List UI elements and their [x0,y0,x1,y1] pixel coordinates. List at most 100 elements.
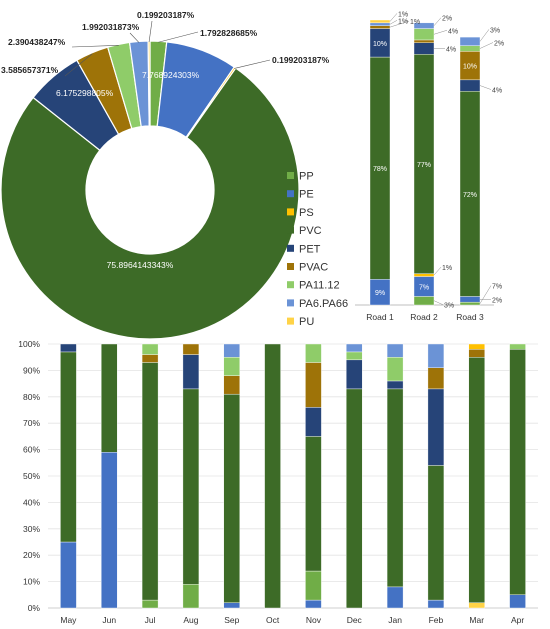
road-data-label-1-pa6-pa66: 2% [442,16,452,23]
road-label-leader-2-pp [479,285,492,304]
monthly-bar-dec-pa11-12 [346,351,363,361]
monthly-bar-jan-pe [386,586,404,609]
road-data-label-1-pa11-12: 4% [448,28,458,35]
road-x-tick-road-3: Road 3 [456,312,484,322]
donut-label-pa6-pa66: 1.992031873% [82,22,140,32]
road-bar-road-3-pa6-pa66 [459,36,481,46]
monthly-y-tick-0: 0% [28,603,41,613]
donut-label-pu: 0.199203187% [137,10,195,20]
monthly-bar-jan-pa11-12 [386,357,404,382]
monthly-bar-nov-pa11-12 [305,343,322,363]
legend-swatch-pvc [287,226,294,234]
monthly-bar-dec-pa6-pa66 [346,343,363,353]
monthly-bar-feb-pa6-pa66 [427,343,445,368]
monthly-bar-aug-pet [182,354,200,390]
monthly-y-tick-2: 20% [23,550,40,560]
monthly-bar-nov-pvc [305,436,322,572]
road-label-leader-2-pet [479,85,492,90]
monthly-bar-apr-pvc [509,349,526,596]
monthly-bar-nov-pe [305,599,322,609]
monthly-bar-may-pet [60,343,77,353]
road-data-label-1-pvc: 77% [417,162,431,169]
road-data-label-2-pet: 4% [492,88,502,95]
monthly-bar-oct-pvc [264,343,281,609]
monthly-bar-aug-pp [182,584,200,609]
monthly-bar-jul-pvac [141,354,159,363]
monthly-x-tick-jan: Jan [388,615,402,625]
monthly-bar-jun-pvc [101,343,118,453]
monthly-bar-jul-pp [141,599,159,609]
road-data-label-2-pe: 2% [492,297,502,304]
monthly-bar-nov-pp [305,570,322,601]
monthly-bar-aug-pvac [182,343,200,355]
leader-line-pu [148,20,153,43]
donut-label-pe: 7.768924303% [142,70,200,80]
legend-label-pu: PU [299,316,314,328]
legend-swatch-pvac [287,263,294,270]
monthly-bar-nov-pvac [305,362,322,408]
road-data-label-2-pa11-12: 2% [494,41,504,48]
monthly-bar-mar-pu [468,602,485,609]
road-bar-road-3-pe [459,296,481,303]
monthly-bar-sep-pvc [223,393,240,603]
monthly-bar-aug-pvc [182,388,200,585]
monthly-bar-may-pvc [60,351,77,543]
monthly-y-tick-3: 30% [23,524,40,534]
monthly-y-tick-1: 10% [23,577,40,587]
monthly-bar-mar-pvc [468,357,485,603]
road-data-label-0-pvc: 78% [373,166,387,173]
monthly-bar-feb-pvac [427,367,445,390]
monthly-bar-sep-pa11-12 [223,357,240,376]
legend-swatch-pu [287,317,294,325]
leader-line-pp [158,31,199,43]
monthly-bar-sep-pe [223,602,240,609]
road-label-leader-0-pvac [389,20,410,28]
monthly-y-tick-4: 40% [23,497,40,507]
road-x-tick-road-1: Road 1 [366,312,394,322]
donut-slice-pvc [0,67,300,340]
monthly-bar-dec-pvc [346,388,363,609]
road-bar-road-1-pvac [369,25,391,29]
donut-chart [0,40,300,340]
road-label-leader-0-pu [389,13,398,22]
leader-line-pa6-pa66 [129,32,140,43]
monthly-y-tick-6: 60% [23,445,40,455]
monthly-y-tick-5: 50% [23,471,40,481]
legend-label-pa11-12: PA11.12 [299,280,340,292]
monthly-bar-feb-pvc [427,465,445,601]
legend-swatch-pa6-pa66 [287,299,294,307]
monthly-y-tick-10: 100% [18,339,40,349]
monthly-bar-mar-pvac [468,349,485,358]
monthly-bar-feb-pet [427,388,445,466]
road-label-leader-1-pa11-12 [433,30,448,35]
monthly-bar-nov-pet [305,407,322,437]
monthly-stacked-bar-chart: 0% 10% 20% 30% 40% 50% 60% 70% 80% 90% 100% May Jun J… [18,339,538,625]
monthly-y-tick-8: 80% [23,392,40,402]
monthly-bar-may-pe [60,541,77,609]
road-data-label-1-pe: 7% [419,284,429,291]
road-data-label-0-pvac: 1% [410,19,420,26]
road-bar-road-3-pa11-12 [459,45,481,52]
road-data-label-0-pa6-pa66: 1% [398,18,408,25]
road-data-label-2-pa6-pa66: 3% [490,27,500,34]
monthly-x-tick-sep: Sep [224,615,239,625]
donut-label-pet: 6.175298805% [56,88,114,98]
donut-label-pvc: 75.8964143343% [107,260,174,270]
monthly-bar-sep-pvac [223,375,240,395]
road-x-tick-road-2: Road 2 [410,312,438,322]
monthly-bar-jul-pvc [141,362,159,601]
monthly-bar-jan-pa6-pa66 [386,343,404,358]
road-data-label-2-pvc: 72% [463,192,477,199]
legend-swatch-pe [287,190,294,198]
monthly-bar-apr-pe [509,594,526,609]
road-data-label-1-pp: 3% [444,303,454,310]
legend-label-pet: PET [299,243,321,255]
road-bar-road-2-pp [413,296,435,306]
road-data-label-2-pvac: 10% [463,64,477,71]
legend-label-pvc: PVC [299,225,322,237]
monthly-y-tick-7: 70% [23,418,40,428]
leader-line-pa11-12 [71,45,119,48]
road-data-label-1-ps: 1% [442,265,452,272]
monthly-x-tick-may: May [60,615,77,625]
